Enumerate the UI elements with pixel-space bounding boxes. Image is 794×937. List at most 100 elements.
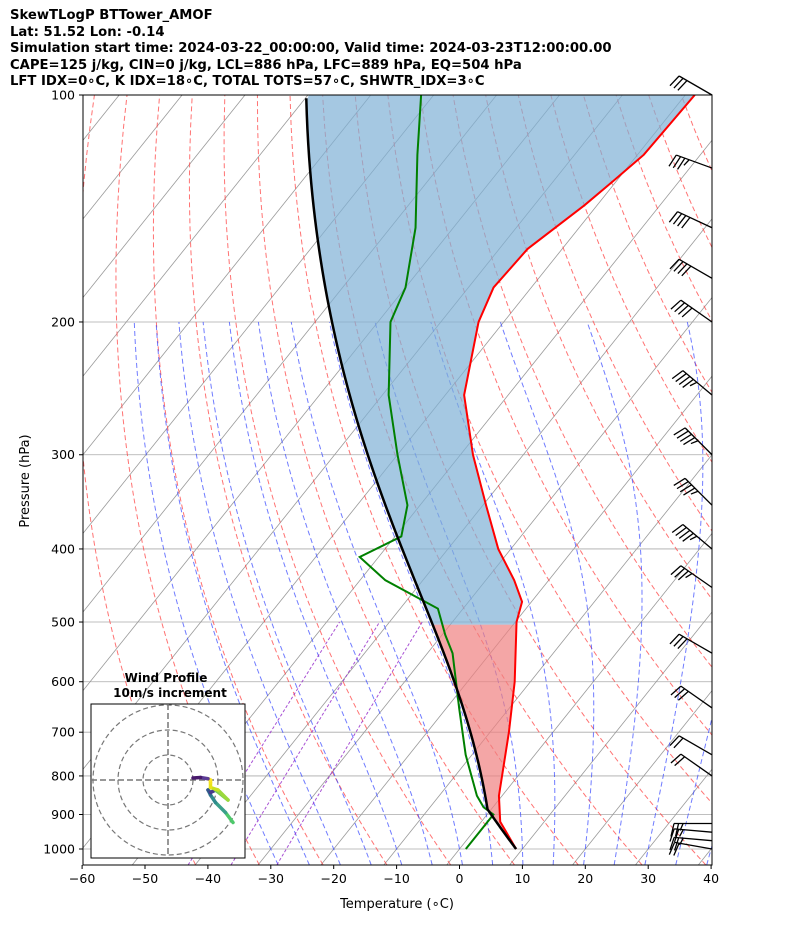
wind-barb — [669, 258, 713, 279]
hodograph-title: Wind Profile — [125, 671, 208, 685]
wind-barb — [670, 685, 713, 709]
barb-half-flag — [689, 535, 698, 541]
x-tick-label: −10 — [383, 871, 409, 886]
wind-barb — [669, 75, 713, 96]
barb-full-flag — [670, 299, 682, 310]
title-indices: LFT IDX=0∘C, K IDX=18∘C, TOTAL TOTS=57∘C… — [10, 74, 485, 89]
moist-adiabat-line — [328, 321, 494, 865]
hodograph-segment — [213, 800, 228, 815]
wind-barb — [669, 735, 713, 756]
isotherm-line — [257, 296, 712, 865]
barb-shaft — [674, 836, 713, 842]
barb-shaft — [684, 427, 713, 456]
y-tick-label: 800 — [51, 768, 75, 783]
dry-adiabat-line — [188, 95, 388, 865]
wind-barb — [669, 836, 713, 851]
dry-adiabat-line — [582, 95, 712, 394]
moist-adiabat-line — [706, 843, 712, 865]
barb-full-flag — [683, 437, 696, 446]
barb-full-flag — [672, 156, 682, 169]
moist-adiabat-line — [202, 321, 372, 865]
barb-shaft — [678, 735, 713, 756]
barb-full-flag — [674, 823, 680, 837]
plot-frame — [82, 94, 713, 866]
moist-adiabat-line — [228, 321, 403, 865]
hodograph-segment — [223, 810, 235, 825]
hodograph-segment — [191, 775, 203, 780]
wind-barb — [668, 154, 713, 170]
barb-shaft — [682, 370, 713, 396]
barb-full-flag — [673, 842, 680, 856]
isotherm-line — [698, 847, 712, 865]
title-stability-params: CAPE=125 j/kg, CIN=0 j/kg, LCL=886 hPa, … — [10, 57, 522, 73]
barb-shaft — [674, 828, 713, 833]
x-tick-label: 20 — [577, 871, 593, 886]
barb-full-flag — [669, 258, 680, 270]
wind-barbs — [668, 75, 713, 856]
moist-adiabat-line — [257, 321, 433, 865]
wind-barb — [673, 477, 713, 506]
barb-full-flag — [672, 213, 683, 225]
wind-barb — [669, 633, 713, 654]
barb-full-flag — [677, 215, 687, 227]
x-tick-label: 0 — [456, 871, 464, 886]
moist-adiabat-line — [499, 321, 595, 865]
x-tick-label: −50 — [132, 871, 158, 886]
x-tick-label: −30 — [258, 871, 284, 886]
temperature-profile — [463, 95, 696, 850]
barb-shaft — [678, 75, 713, 96]
y-tick-label: 900 — [51, 807, 75, 822]
isotherm-line — [572, 689, 712, 865]
barb-full-flag — [678, 529, 691, 539]
barb-full-flag — [676, 481, 689, 490]
barb-full-flag — [669, 828, 675, 842]
dry-adiabat-line — [550, 95, 712, 463]
barb-full-flag — [683, 487, 696, 496]
wind-barb — [671, 524, 713, 550]
wind-barb — [668, 211, 713, 229]
barb-half-flag — [679, 829, 684, 837]
barb-full-flag — [677, 638, 688, 649]
isotherm-line — [761, 95, 794, 865]
y-tick-label: 600 — [51, 674, 75, 689]
barb-full-flag — [674, 688, 686, 699]
x-tick-label: 10 — [514, 871, 530, 886]
dry-adiabat-line — [256, 95, 515, 865]
barb-shaft — [676, 154, 713, 169]
barb-shaft — [678, 258, 713, 279]
cin-shading — [432, 624, 517, 849]
barb-full-flag — [670, 565, 682, 576]
cape-cin-shading — [306, 95, 695, 849]
barb-full-flag — [669, 75, 680, 87]
y-tick-label: 700 — [51, 725, 75, 740]
x-axis-label: Temperature (∘C) — [339, 897, 454, 912]
dry-adiabat-line — [485, 95, 712, 601]
barb-half-flag — [679, 837, 684, 846]
mixing-ratio-line — [276, 621, 423, 865]
cape-shading — [306, 95, 695, 625]
title-times: Simulation start time: 2024-03-22_00:00:… — [10, 41, 612, 56]
mixing-ratio-line — [230, 621, 380, 865]
dry-adiabat-line — [152, 95, 324, 865]
barb-full-flag — [677, 80, 688, 91]
title-station: SkewTLogP BTTower_AMOF — [10, 8, 213, 23]
barb-full-flag — [681, 307, 693, 318]
barb-full-flag — [674, 302, 686, 313]
dry-adiabat-line — [779, 95, 794, 865]
barb-full-flag — [673, 837, 680, 851]
moist-adiabat-line — [290, 321, 463, 865]
moist-adiabat-line — [178, 321, 341, 865]
barb-full-flag — [682, 532, 694, 542]
barb-half-flag — [685, 573, 693, 579]
barb-full-flag — [674, 567, 686, 578]
barb-half-flag — [679, 823, 684, 831]
barb-full-flag — [671, 524, 684, 534]
isotherm-line — [446, 532, 712, 865]
moist-adiabat-line — [586, 321, 643, 865]
barb-full-flag — [675, 526, 687, 536]
hodograph-subtitle: 10m/s increment — [113, 686, 227, 700]
barb-full-flag — [677, 570, 689, 581]
wind-barb — [670, 299, 713, 323]
barb-full-flag — [671, 370, 684, 380]
